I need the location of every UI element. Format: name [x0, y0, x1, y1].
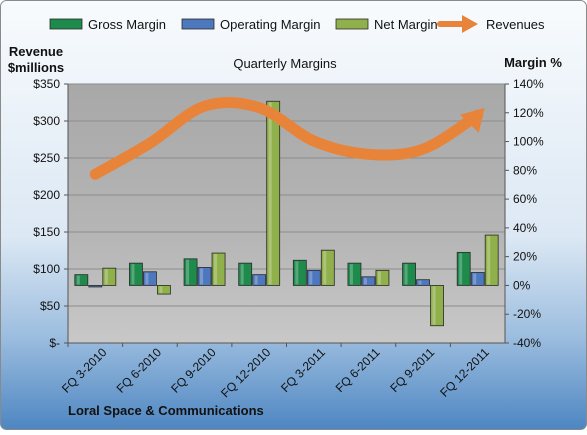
legend-swatch-gross-margin: [49, 18, 83, 30]
bar-highlight: [200, 268, 204, 285]
bar-highlight: [76, 275, 80, 285]
bar-highlight: [159, 286, 163, 294]
bar-net-margin: [157, 285, 171, 295]
right-tick-label: 0%: [513, 278, 531, 292]
left-tick-label: $150: [33, 225, 60, 239]
bar-net-margin: [375, 269, 390, 286]
bar-gross-margin: [238, 262, 253, 286]
bar-highlight: [145, 272, 149, 285]
bar-highlight: [309, 271, 313, 285]
left-tick-label: $50: [40, 299, 60, 313]
bar-highlight: [473, 273, 477, 285]
legend-label-operating-margin: Operating Margin: [220, 17, 320, 32]
bar-highlight: [487, 236, 491, 285]
bar-highlight: [377, 271, 381, 285]
bar-gross-margin: [183, 258, 198, 286]
bar-highlight: [268, 102, 272, 285]
legend-arrow-revenues: [462, 15, 478, 33]
bar-operating-margin: [470, 272, 485, 286]
bar-highlight: [459, 253, 463, 285]
bar-gross-margin: [347, 262, 362, 286]
bar-highlight: [186, 259, 190, 285]
bar-net-margin: [102, 267, 117, 286]
bar-highlight: [349, 264, 353, 285]
bar-gross-margin: [74, 274, 89, 286]
company-name: Loral Space & Communications: [68, 403, 264, 418]
bar-operating-margin: [361, 276, 376, 286]
bar-operating-margin: [416, 279, 430, 286]
bar-highlight: [323, 251, 327, 285]
bar-gross-margin: [456, 251, 471, 286]
bar-highlight: [240, 264, 244, 285]
legend-label-gross-margin: Gross Margin: [88, 17, 166, 32]
bar-operating-margin: [252, 274, 267, 286]
left-tick-label: $-: [49, 336, 60, 350]
bar-highlight: [254, 275, 258, 285]
bar-gross-margin: [402, 262, 416, 286]
bar-net-margin: [211, 252, 226, 286]
right-tick-label: 20%: [513, 250, 537, 264]
right-tick-label: -40%: [513, 336, 541, 350]
bar-highlight: [363, 277, 367, 285]
chart-title: Quarterly Margins: [233, 56, 337, 71]
right-tick-label: 140%: [513, 77, 544, 91]
bar-highlight: [418, 280, 422, 285]
right-tick-label: -20%: [513, 307, 541, 321]
bar-highlight: [131, 264, 135, 285]
right-tick-label: 80%: [513, 163, 537, 177]
bar-operating-margin: [306, 269, 321, 286]
bar-net-margin: [430, 285, 444, 327]
legend-swatch-net-margin: [335, 18, 369, 30]
right-tick-label: 40%: [513, 221, 537, 235]
left-axis-label-line1: Revenue: [9, 44, 63, 59]
bar-gross-margin: [129, 262, 143, 286]
bar-highlight: [404, 264, 408, 285]
revenue-line: [89, 97, 484, 180]
right-axis-label: Margin %: [504, 55, 562, 70]
legend-label-revenues: Revenues: [486, 17, 545, 32]
bar-highlight: [214, 254, 218, 285]
right-tick-label: 60%: [513, 192, 537, 206]
bar-operating-margin: [143, 271, 157, 286]
left-tick-label: $250: [33, 151, 60, 165]
legend-label-net-margin: Net Margin: [374, 17, 438, 32]
left-tick-label: $350: [33, 77, 60, 91]
left-axis-label-line2: $millions: [8, 60, 64, 75]
bar-net-margin: [484, 234, 499, 286]
bar-net-margin: [266, 100, 281, 286]
right-tick-label: 120%: [513, 106, 544, 120]
left-tick-label: $300: [33, 114, 60, 128]
left-tick-label: $200: [33, 188, 60, 202]
bar-highlight: [295, 261, 299, 285]
bar-highlight: [104, 269, 108, 285]
right-tick-label: 100%: [513, 135, 544, 149]
left-tick-label: $100: [33, 262, 60, 276]
bar-gross-margin: [292, 259, 307, 286]
bar-net-margin: [320, 249, 335, 286]
bar-highlight: [432, 286, 436, 325]
bar-operating-margin: [88, 285, 103, 288]
bar-operating-margin: [197, 267, 212, 286]
revenue-arrowhead: [459, 107, 485, 133]
legend-swatch-operating-margin: [181, 18, 215, 30]
